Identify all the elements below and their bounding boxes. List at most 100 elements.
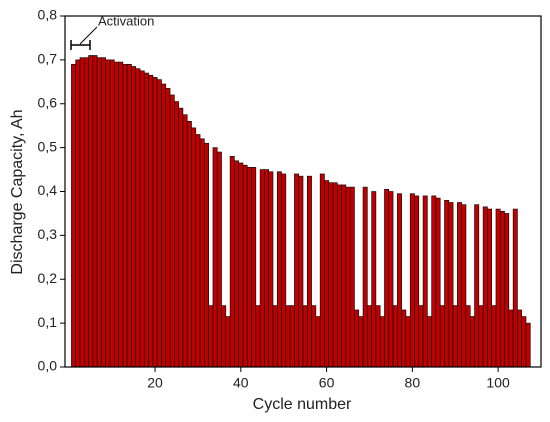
bar: [422, 195, 428, 368]
annotation: Activation: [98, 13, 154, 28]
bar: [414, 195, 420, 368]
bar: [109, 59, 115, 368]
bar: [504, 213, 510, 368]
bar: [96, 57, 102, 368]
bar: [478, 305, 484, 368]
bar: [461, 204, 467, 368]
bar: [264, 169, 269, 368]
bar: [281, 173, 287, 368]
bar: [161, 83, 167, 368]
bar: [358, 316, 364, 368]
bar: [315, 316, 321, 368]
bar: [397, 193, 402, 368]
bar: [191, 127, 197, 368]
bar: [234, 160, 239, 368]
bar: [388, 191, 394, 368]
bar: [118, 61, 124, 368]
bar: [431, 195, 437, 368]
bar: [156, 79, 162, 368]
bar: [71, 63, 77, 368]
bar: [199, 138, 205, 368]
bar: [328, 182, 334, 368]
bar: [392, 305, 398, 368]
bar: [306, 175, 312, 368]
bar: [216, 151, 222, 368]
bar: [345, 186, 351, 368]
bar: [452, 305, 458, 368]
bar: [401, 309, 407, 368]
bar: [362, 186, 368, 368]
bar: [238, 162, 244, 368]
y-tick-label: 0,1: [38, 314, 58, 330]
bar: [427, 316, 432, 368]
bar: [169, 94, 175, 368]
bar: [435, 197, 441, 368]
bar: [482, 206, 488, 368]
bar: [469, 316, 475, 368]
bar: [521, 316, 527, 368]
bar: [512, 208, 518, 368]
bar: [208, 305, 214, 368]
bar: [272, 305, 278, 368]
bar: [126, 63, 132, 368]
bar: [457, 202, 462, 368]
bar: [349, 186, 355, 368]
bar: [122, 63, 128, 368]
bar: [105, 59, 111, 368]
bar: [367, 305, 372, 368]
x-tick-label: 100: [486, 375, 510, 391]
x-tick-label: 20: [147, 375, 163, 391]
bar: [444, 199, 450, 368]
bar: [225, 316, 231, 368]
x-axis-title: Cycle number: [253, 396, 352, 413]
bar: [204, 142, 209, 368]
bar: [114, 61, 119, 368]
bar: [341, 184, 347, 368]
bar: [174, 101, 179, 368]
bar: [525, 322, 531, 368]
bar: [474, 204, 480, 368]
bar: [135, 68, 141, 368]
bar: [298, 175, 304, 368]
bar: [418, 305, 424, 368]
bar: [409, 193, 415, 368]
bar: [88, 55, 94, 368]
bar: [276, 171, 282, 368]
y-tick-label: 0,3: [38, 226, 58, 242]
bar: [491, 305, 497, 368]
bar: [487, 208, 492, 368]
bar: [508, 309, 514, 368]
bar: [371, 191, 377, 368]
bar: [405, 316, 411, 368]
y-tick-label: 0,6: [38, 94, 58, 110]
bar: [246, 167, 252, 368]
x-tick-label: 80: [405, 375, 421, 391]
bar: [302, 305, 308, 368]
bar: [337, 184, 342, 368]
x-tick-label: 40: [233, 375, 249, 391]
bar: [289, 305, 295, 368]
bar: [212, 147, 218, 368]
bar: [186, 121, 192, 368]
bar: [255, 305, 261, 368]
bar: [242, 164, 248, 368]
bars: [71, 55, 531, 368]
bar: [251, 167, 257, 368]
bar: [311, 305, 317, 368]
bar: [465, 305, 471, 368]
bar: [319, 173, 325, 368]
bar: [268, 171, 274, 368]
bar: [332, 182, 338, 368]
bar: [384, 189, 390, 368]
bar: [152, 77, 158, 368]
bar: [75, 59, 81, 368]
bar: [101, 57, 107, 368]
bar: [354, 309, 360, 368]
bar: [495, 208, 501, 368]
bar: [221, 305, 227, 368]
activation-bracket: [70, 26, 98, 50]
y-tick-label: 0,0: [38, 358, 58, 374]
bar: [229, 156, 235, 368]
bar: [259, 169, 265, 368]
